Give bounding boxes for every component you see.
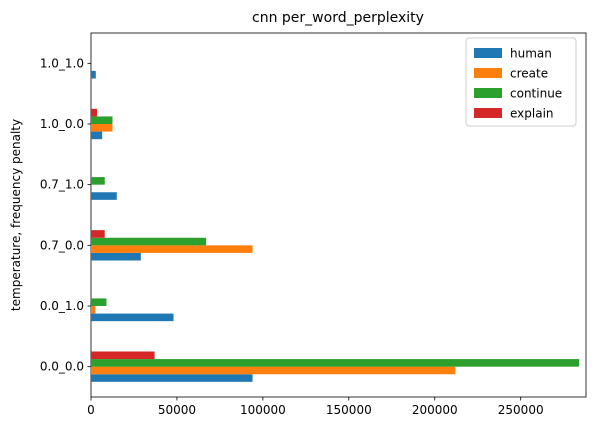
bar-explain-0-7_0-0 (91, 230, 105, 238)
y-tick-label: 0.0_0.0 (40, 360, 84, 374)
y-tick-label: 0.7_0.0 (40, 238, 84, 252)
x-tick-label: 100000 (240, 403, 286, 417)
x-tick-label: 250000 (498, 403, 544, 417)
bar-human-0-7_1-0 (91, 192, 117, 200)
plot-area (90, 32, 587, 398)
bar-continue-0-7_0-0 (91, 237, 207, 246)
bar-human-0-0_1-0 (91, 313, 174, 322)
y-tick-label: 1.0_1.0 (40, 56, 84, 70)
legend-frame (465, 37, 577, 127)
y-tick-label: 1.0_0.0 (40, 117, 84, 131)
legend: human create continue explain (465, 37, 577, 127)
bar-create-1-0_0-0 (91, 124, 113, 132)
bar-continue-0-0_1-0 (91, 298, 107, 306)
x-tick-label: 50000 (158, 403, 196, 417)
bar-create-0-0_0-0 (91, 366, 456, 375)
bars-group (91, 70, 580, 382)
legend-swatch-continue (474, 88, 502, 98)
bar-create-0-0_1-0 (91, 306, 96, 314)
legend-label-create: create (510, 67, 548, 81)
legend-swatch-explain (474, 108, 502, 118)
bar-human-1-0_1-0 (91, 70, 96, 79)
bar-human-1-0_0-0 (91, 131, 103, 140)
y-tick-label: 0.7_1.0 (40, 178, 84, 192)
y-tick-label: 0.0_1.0 (40, 299, 84, 313)
legend-label-explain: explain (510, 107, 554, 121)
bar-create-0-7_0-0 (91, 245, 253, 253)
x-tick-label: 0 (87, 403, 95, 417)
bar-human-0-7_0-0 (91, 252, 141, 261)
bar-continue-0-0_0-0 (91, 359, 580, 367)
legend-label-human: human (510, 47, 552, 61)
legend-swatch-human (474, 48, 502, 58)
plot-frame (90, 32, 587, 398)
y-axis: 0.0_0.0 0.0_1.0 0.7_0.0 0.7_1.0 1.0_0.0 1.0_1… (40, 56, 91, 374)
x-axis: 0 50000 100000 150000 200000 250000 (87, 397, 544, 417)
chart-title: cnn per_word_perplexity (252, 10, 424, 26)
bar-human-0-0_0-0 (91, 374, 253, 382)
x-tick-label: 200000 (412, 403, 458, 417)
bar-explain-1-0_0-0 (91, 108, 98, 117)
legend-label-continue: continue (510, 87, 562, 101)
bar-continue-1-0_0-0 (91, 116, 113, 124)
bar-explain-0-0_0-0 (91, 351, 155, 360)
y-axis-title: temperature, frequency penalty (9, 119, 23, 311)
legend-swatch-create (474, 68, 502, 78)
x-tick-label: 150000 (326, 403, 372, 417)
bar-continue-0-7_1-0 (91, 177, 105, 185)
